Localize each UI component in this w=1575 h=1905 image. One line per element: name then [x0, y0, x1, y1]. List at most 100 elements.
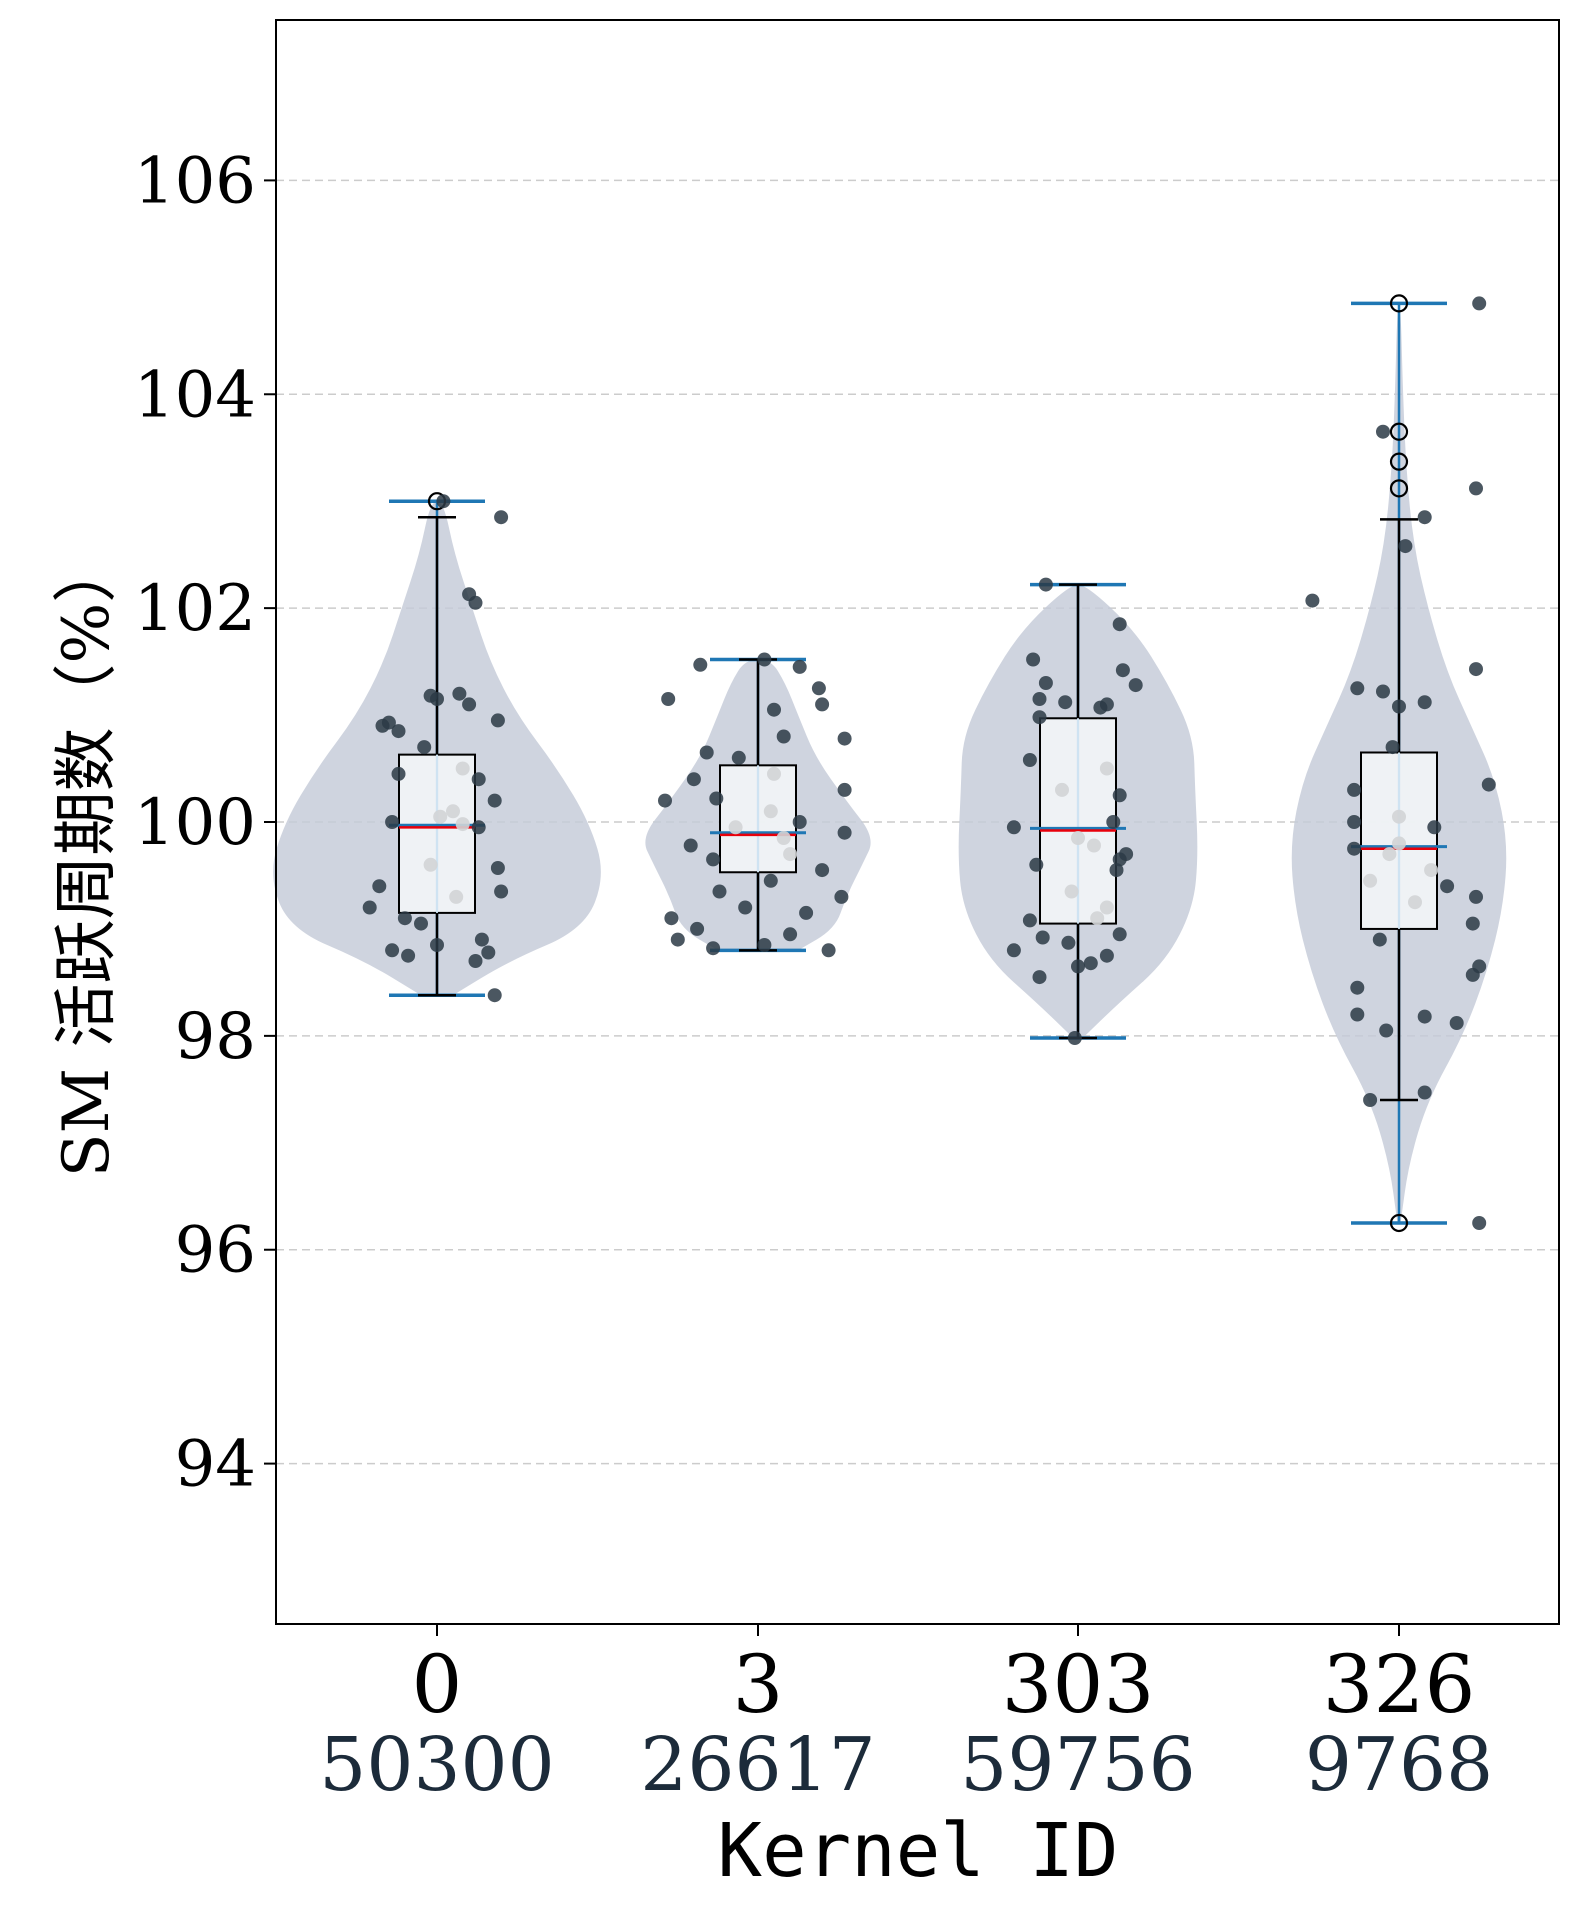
outlier-marker [1389, 479, 1409, 498]
data-point [468, 595, 483, 610]
data-point [837, 731, 852, 746]
y-tick-label: 96 [175, 1214, 256, 1288]
data-point [834, 889, 849, 904]
data-point [1398, 539, 1413, 554]
data-point [433, 809, 448, 824]
y-tick-label: 100 [134, 786, 256, 860]
data-point [449, 889, 464, 904]
data-point [1006, 820, 1021, 835]
data-point [815, 697, 830, 712]
data-point [1417, 1009, 1432, 1024]
data-point [1347, 841, 1362, 856]
data-point [693, 657, 708, 672]
data-point [452, 686, 467, 701]
outlier-marker [1389, 294, 1409, 313]
data-point [763, 873, 778, 888]
x-tick-count-label: 9768 [1305, 1722, 1493, 1808]
data-point [670, 932, 685, 947]
data-point [1106, 815, 1121, 829]
data-point [1115, 663, 1130, 678]
data-point [1032, 710, 1047, 725]
data-point [1099, 900, 1114, 915]
data-point [815, 863, 830, 878]
data-point [1392, 836, 1406, 851]
data-point [372, 879, 387, 894]
data-point [423, 857, 438, 872]
data-point [690, 921, 705, 936]
data-point [767, 766, 781, 781]
data-point [1449, 1016, 1464, 1030]
data-point [837, 782, 852, 797]
data-point [1061, 935, 1076, 950]
data-point [1071, 959, 1085, 974]
data-point [1469, 889, 1483, 904]
data-point [391, 766, 406, 781]
data-point [1363, 1093, 1378, 1107]
x-tick-count-label: 26617 [640, 1722, 875, 1808]
data-point [1382, 847, 1397, 862]
data-point [1350, 1007, 1365, 1022]
data-point [455, 817, 470, 832]
data-point [1379, 1023, 1394, 1038]
data-point [706, 941, 721, 956]
data-point [1112, 852, 1127, 867]
data-point [1099, 761, 1114, 776]
data-point [1055, 782, 1069, 797]
data-point [776, 729, 791, 744]
data-point [401, 948, 416, 963]
data-point [362, 900, 377, 915]
data-point [1465, 916, 1480, 931]
data-point [799, 905, 814, 920]
data-point [1376, 684, 1390, 699]
data-point [763, 804, 778, 819]
data-point [430, 938, 444, 952]
data-point [385, 815, 400, 829]
data-point [1424, 863, 1439, 878]
data-point [731, 750, 746, 765]
x-tick-count-label: 50300 [319, 1722, 554, 1808]
data-point [1067, 1031, 1082, 1045]
data-point [783, 847, 798, 862]
data-point [776, 831, 791, 845]
y-tick-label: 104 [134, 358, 256, 432]
y-axis-title: SM 活跃周期数（%） [50, 539, 124, 1178]
data-point [391, 724, 406, 739]
data-point [728, 820, 743, 835]
data-point [1350, 980, 1365, 995]
data-point [1392, 809, 1406, 824]
outlier-marker [1389, 422, 1409, 441]
x-tick-label: 303 [1002, 1638, 1155, 1731]
data-point [821, 943, 836, 958]
data-point [423, 688, 438, 703]
data-point [709, 791, 724, 806]
data-point [1112, 617, 1127, 632]
data-point [1087, 838, 1101, 853]
data-point [792, 815, 807, 829]
data-point [490, 713, 505, 728]
data-point [1472, 296, 1487, 311]
data-point [792, 659, 807, 674]
data-point [1006, 943, 1021, 958]
data-point [1417, 510, 1432, 525]
data-point [1029, 857, 1044, 872]
outlier-marker [1389, 1213, 1409, 1233]
data-point [738, 900, 753, 915]
data-point [1481, 777, 1496, 792]
x-tick-label: 3 [733, 1638, 784, 1731]
data-point [1305, 593, 1320, 608]
data-point [1022, 913, 1037, 928]
data-point [1427, 820, 1442, 835]
data-point [414, 916, 428, 931]
data-point [1347, 815, 1362, 829]
data-point [1058, 695, 1073, 710]
data-point [1465, 967, 1480, 982]
data-point [1472, 1216, 1487, 1230]
data-point [1347, 782, 1362, 797]
data-point [487, 988, 502, 1003]
data-point [487, 793, 502, 808]
data-point [1022, 753, 1037, 767]
data-point [1408, 895, 1422, 910]
data-point [1417, 695, 1432, 710]
data-point [1392, 699, 1406, 714]
